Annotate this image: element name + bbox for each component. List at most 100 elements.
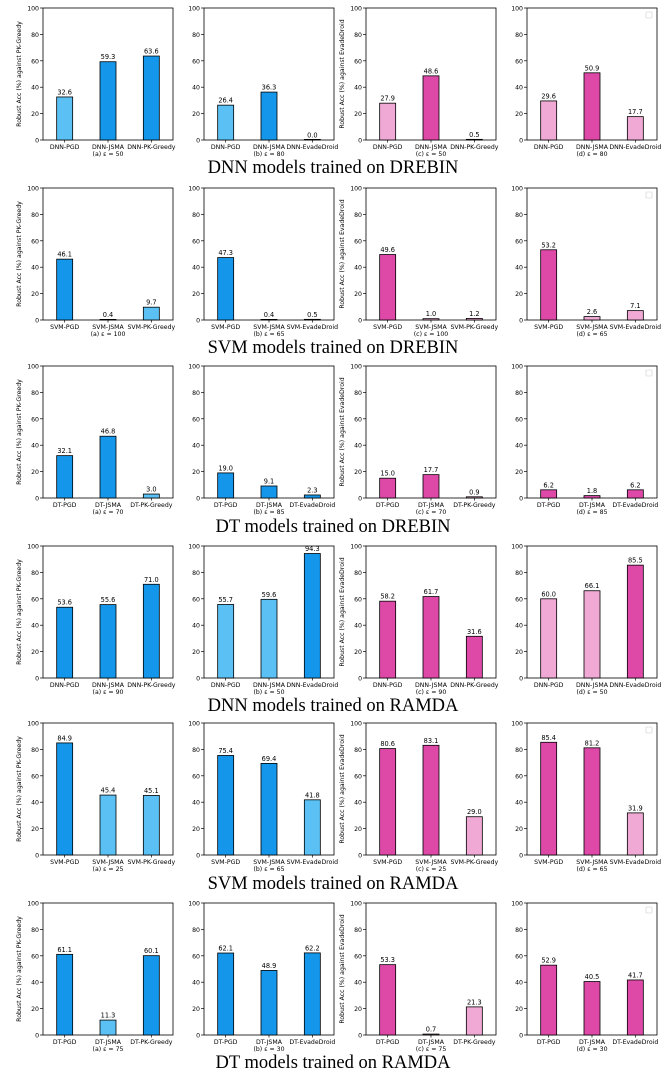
x-tick-label: SVM-JSMA bbox=[576, 324, 608, 331]
bar-value-label: 32.6 bbox=[57, 88, 72, 96]
x-tick-label: SVM-PGD bbox=[373, 324, 402, 331]
y-tick-label: 60 bbox=[31, 416, 39, 423]
x-tick-label: SVM-PGD bbox=[534, 859, 563, 866]
x-tick-label: DT-JSMA bbox=[95, 502, 122, 509]
row-caption: DT models trained on DREBIN bbox=[216, 517, 451, 537]
bar bbox=[540, 489, 558, 499]
bar bbox=[217, 952, 235, 1036]
x-tick-label: DT-PGD bbox=[537, 1039, 561, 1046]
bar-value-label: 11.3 bbox=[101, 1012, 116, 1020]
y-tick-label: 80 bbox=[354, 927, 362, 934]
y-tick-label: 60 bbox=[192, 416, 200, 423]
y-tick-label: 80 bbox=[192, 212, 200, 219]
bar bbox=[465, 138, 483, 141]
x-tick-label: SVM-JSMA bbox=[92, 859, 124, 866]
subfigure-caption: (a) ε = 90 bbox=[93, 689, 124, 696]
chart-panel: 0 20 40 60 80 100 6.2 DT-PGD 1.8 DT-JSMA 6.2 DT-Eva… bbox=[511, 364, 658, 517]
bar-value-label: 3.0 bbox=[146, 486, 157, 494]
x-tick-label: DNN-JSMA bbox=[576, 144, 609, 151]
x-tick-label: DT-PK-Greedy bbox=[130, 1039, 173, 1046]
bar-value-label: 9.7 bbox=[146, 299, 157, 307]
x-tick-label: DT-JSMA bbox=[418, 1039, 445, 1046]
bar-value-label: 85.5 bbox=[628, 557, 643, 565]
chart-panel: 0 20 40 60 80 100 Robust Acc (%) against PK-Gr… bbox=[16, 364, 174, 516]
bar-value-label: 94.3 bbox=[305, 545, 320, 553]
bar-value-label: 31.9 bbox=[628, 804, 643, 812]
bar-value-label: 71.0 bbox=[144, 576, 159, 584]
bar bbox=[142, 55, 160, 141]
y-tick-label: 20 bbox=[354, 111, 362, 118]
subfigure-caption: (b) ε = 30 bbox=[253, 1046, 284, 1053]
bar-value-label: 59.3 bbox=[101, 53, 116, 61]
x-tick-label: SVM-EvadeDroid bbox=[610, 324, 662, 331]
chart-panel: 0 20 40 60 80 100 Robust Acc (%) against PK-Gr… bbox=[16, 186, 176, 339]
y-tick-label: 80 bbox=[515, 390, 523, 397]
y-tick-label: 0 bbox=[196, 1033, 200, 1040]
bar-value-label: 63.6 bbox=[144, 48, 159, 56]
bar bbox=[99, 794, 117, 856]
x-tick-label: DT-PGD bbox=[376, 1039, 400, 1046]
bar-value-label: 60.0 bbox=[541, 590, 556, 598]
x-tick-label: DT-JSMA bbox=[95, 1039, 122, 1046]
x-tick-label: SVM-JSMA bbox=[576, 859, 608, 866]
bar-value-label: 53.3 bbox=[380, 956, 395, 964]
bar bbox=[540, 964, 558, 1036]
y-tick-label: 20 bbox=[31, 469, 39, 476]
subfigure-caption: (a) ε = 70 bbox=[93, 509, 124, 516]
y-tick-label: 60 bbox=[31, 773, 39, 780]
bar bbox=[379, 477, 397, 499]
bar bbox=[422, 474, 440, 499]
y-tick-label: 40 bbox=[354, 800, 362, 807]
bar bbox=[626, 116, 644, 141]
bar-value-label: 75.4 bbox=[218, 747, 233, 755]
bar bbox=[540, 598, 558, 679]
y-axis-label: Robust Acc (%) against PK-Greedy bbox=[16, 21, 23, 127]
bar-value-label: 49.6 bbox=[380, 246, 395, 254]
y-tick-label: 80 bbox=[31, 212, 39, 219]
x-tick-label: DNN-JSMA bbox=[253, 682, 286, 689]
chart-panel: 0 20 40 60 80 100 Robust Acc (%) against Evade… bbox=[339, 721, 499, 874]
subfigure-caption: (c) ε = 100 bbox=[414, 331, 449, 338]
x-tick-label: SVM-PGD bbox=[50, 324, 79, 331]
bar-value-label: 53.6 bbox=[57, 599, 72, 607]
chart-panel: 0 20 40 60 80 100 Robust Acc (%) against PK-Gr… bbox=[16, 901, 174, 1053]
chart-panel: 0 20 40 60 80 100 62.1 DT-PGD 48.9 DT-JSMA 62.2 DT-… bbox=[188, 901, 335, 1054]
x-tick-label: DNN-PK-Greedy bbox=[127, 144, 176, 151]
x-tick-label: DNN-PGD bbox=[211, 682, 241, 689]
x-tick-label: DT-PK-Greedy bbox=[453, 502, 496, 509]
y-tick-label: 40 bbox=[31, 443, 39, 450]
y-tick-label: 0 bbox=[196, 853, 200, 860]
y-tick-label: 0 bbox=[196, 318, 200, 325]
bar-value-label: 7.1 bbox=[630, 302, 641, 310]
subfigure-caption: (d) ε = 65 bbox=[576, 331, 607, 338]
y-axis-label: Robust Acc (%) against EvadeDroid bbox=[339, 377, 346, 486]
bar-value-label: 1.0 bbox=[426, 310, 437, 318]
x-tick-label: DT-JSMA bbox=[256, 1039, 283, 1046]
bar bbox=[99, 1019, 117, 1036]
subfigure-caption: (b) ε = 85 bbox=[253, 509, 284, 516]
y-tick-label: 20 bbox=[192, 111, 200, 118]
bar bbox=[583, 72, 601, 141]
y-tick-label: 20 bbox=[192, 649, 200, 656]
bar-value-label: 29.6 bbox=[541, 92, 556, 100]
bar bbox=[303, 318, 321, 321]
x-tick-label: DT-JSMA bbox=[418, 502, 445, 509]
x-tick-label: DNN-JSMA bbox=[92, 682, 125, 689]
chart-panel: 0 20 40 60 80 100 26.4 DNN-PGD 36.3 DNN-JSMA 0.0 DN… bbox=[188, 6, 338, 159]
x-tick-label: SVM-EvadeDroid bbox=[610, 859, 662, 866]
y-tick-label: 60 bbox=[354, 238, 362, 245]
x-tick-label: SVM-PK-Greedy bbox=[450, 324, 498, 331]
y-tick-label: 80 bbox=[354, 212, 362, 219]
bar bbox=[99, 604, 117, 679]
y-tick-label: 20 bbox=[192, 291, 200, 298]
y-tick-label: 80 bbox=[192, 390, 200, 397]
y-tick-label: 100 bbox=[350, 6, 362, 13]
subfigure-caption: (b) ε = 65 bbox=[253, 331, 284, 338]
y-tick-label: 20 bbox=[192, 826, 200, 833]
y-tick-label: 60 bbox=[31, 953, 39, 960]
y-tick-label: 100 bbox=[350, 901, 362, 908]
bar bbox=[303, 952, 321, 1036]
y-tick-label: 20 bbox=[354, 649, 362, 656]
y-tick-label: 80 bbox=[515, 212, 523, 219]
subfigure-caption: (b) ε = 65 bbox=[253, 866, 284, 873]
